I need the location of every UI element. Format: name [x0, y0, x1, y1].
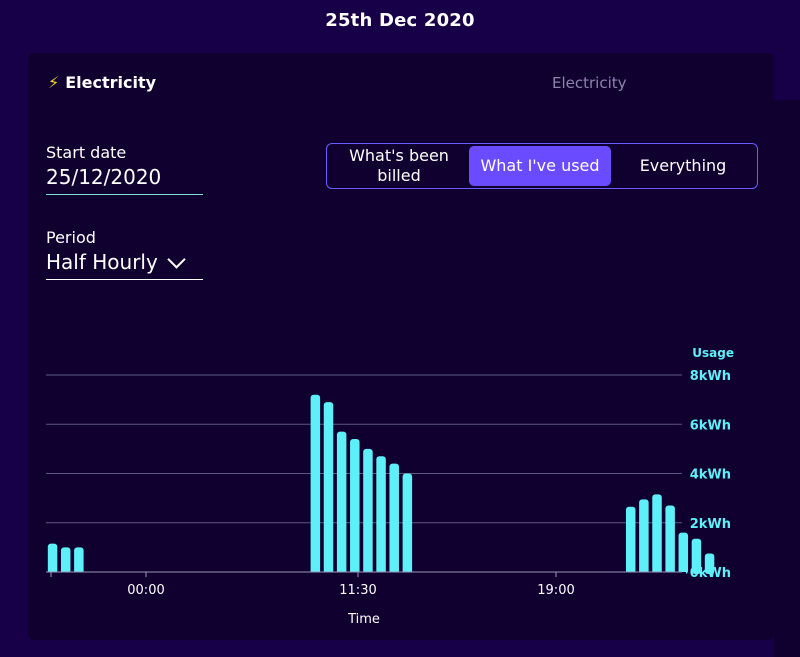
period-select[interactable]: Half Hourly [46, 249, 203, 280]
chart-bars [46, 394, 715, 576]
page-title: 25th Dec 2020 [325, 10, 475, 31]
usage-bar[interactable] [691, 538, 702, 574]
usage-bar[interactable] [323, 402, 334, 574]
y-tick-label: 2kWh [690, 517, 731, 532]
tab-electricity-active[interactable]: ⚡ Electricity [48, 73, 156, 92]
tab-electricity-label: Electricity [65, 73, 157, 92]
x-tick-label: 19:00 [537, 583, 574, 598]
y-axis-title: Usage [692, 346, 734, 360]
x-tick-label: 00:00 [127, 583, 164, 598]
view-toggle: What's been billed What I've used Everyt… [326, 143, 758, 189]
usage-bar[interactable] [363, 448, 373, 575]
tab-electricity-secondary[interactable]: Electricity [552, 74, 627, 92]
usage-bar[interactable] [665, 505, 675, 574]
usage-bar[interactable] [47, 543, 58, 574]
usage-bar[interactable] [376, 456, 386, 574]
x-axis-title: Time [347, 612, 380, 627]
y-tick-label: 6kWh [690, 418, 731, 433]
baseline-cover [46, 572, 686, 576]
chart-x-ticks: 00:00 11:30 19:00 [50, 572, 575, 598]
usage-bar[interactable] [678, 532, 689, 574]
period-select-value: Half Hourly [46, 250, 158, 274]
y-tick-label: 4kWh [690, 468, 731, 483]
toggle-everything-button[interactable]: Everything [639, 156, 727, 175]
usage-bar[interactable] [310, 394, 321, 574]
toggle-used-button[interactable]: What I've used [469, 146, 611, 186]
usage-bar[interactable] [639, 499, 649, 574]
usage-bar[interactable] [74, 547, 84, 575]
lightning-bolt-icon: ⚡ [48, 73, 60, 92]
usage-bar[interactable] [60, 547, 71, 575]
usage-bar[interactable] [389, 463, 399, 574]
usage-bar[interactable] [350, 439, 360, 574]
start-date-input[interactable]: 25/12/2020 [46, 165, 203, 195]
usage-bar[interactable] [704, 553, 715, 574]
usage-bar[interactable] [336, 431, 347, 574]
usage-bar[interactable] [652, 494, 662, 574]
usage-bar[interactable] [625, 506, 636, 574]
usage-card: ⚡ Electricity Electricity Start date 25/… [28, 53, 774, 640]
usage-bar[interactable] [402, 473, 413, 575]
card-edge [774, 100, 800, 657]
start-date-label: Start date [46, 143, 127, 162]
x-tick-label: 11:30 [339, 583, 376, 598]
period-label: Period [46, 228, 96, 247]
y-tick-label: 8kWh [690, 369, 731, 384]
toggle-billed-button[interactable]: What's been billed [349, 146, 449, 185]
